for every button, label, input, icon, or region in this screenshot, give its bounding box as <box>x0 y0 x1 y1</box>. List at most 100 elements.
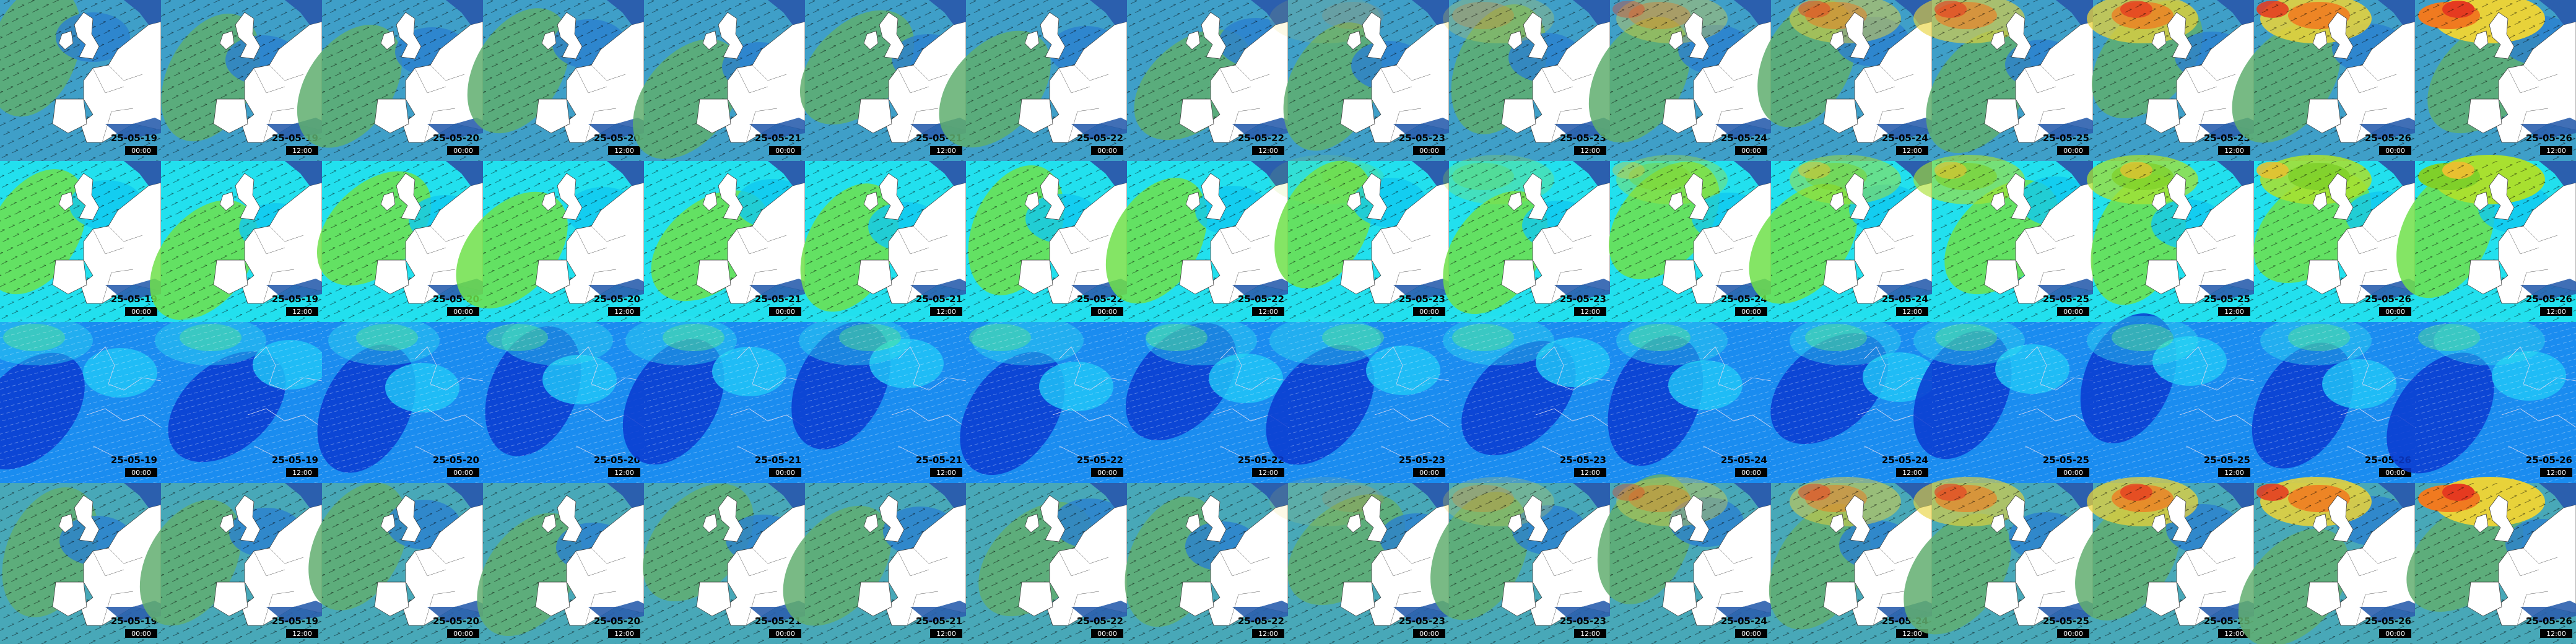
time-label: 12:00 <box>1258 469 1278 477</box>
date-label: 25-05-23 <box>1399 616 1445 627</box>
date-label: 25-05-21 <box>916 294 962 305</box>
time-label-box <box>1252 468 1284 477</box>
ireland <box>2473 191 2489 211</box>
time-label: 00:00 <box>1097 308 1117 316</box>
ireland <box>863 191 879 211</box>
time-label: 00:00 <box>2385 308 2405 316</box>
map-tile: 25-05-20 00:00 <box>308 482 484 644</box>
time-label-box <box>1574 307 1606 316</box>
iberia <box>1984 581 2019 617</box>
map-tile: 25-05-25 00:00 <box>1904 477 2094 644</box>
date-label: 25-05-24 <box>1882 133 1928 144</box>
wind-arrows <box>2415 322 2576 483</box>
coastline <box>247 346 323 459</box>
time-label-box <box>447 307 479 316</box>
map-tile: 25-05-23 12:00 <box>1430 477 1611 644</box>
iberia <box>2467 581 2502 617</box>
time-label-box <box>1091 307 1123 316</box>
time-label-box <box>2379 146 2411 155</box>
time-label: 12:00 <box>1902 147 1922 155</box>
date-label: 25-05-19 <box>111 133 157 144</box>
sea-mask <box>2539 161 2576 186</box>
borders <box>2346 225 2397 304</box>
time-label-box <box>769 468 801 477</box>
sea-mask <box>768 483 805 508</box>
time-label-box <box>2057 307 2089 316</box>
iberia <box>2306 581 2341 617</box>
ireland <box>1346 513 1362 533</box>
mediterranean <box>2198 279 2254 300</box>
mediterranean <box>1715 118 1771 139</box>
time-label: 12:00 <box>614 308 634 316</box>
mediterranean <box>2520 118 2576 139</box>
wind-arrows <box>2093 322 2254 483</box>
map-tile: 25-05-26 12:00 <box>2406 477 2576 644</box>
time-label: 12:00 <box>2546 469 2566 477</box>
uk <box>74 173 100 220</box>
ireland <box>1185 191 1201 211</box>
date-label: 25-05-22 <box>1077 133 1123 144</box>
uk <box>2489 12 2515 59</box>
time-label: 12:00 <box>2224 630 2244 638</box>
borders <box>414 225 465 304</box>
mediterranean <box>1876 118 1932 139</box>
time-label-box <box>286 468 318 477</box>
time-label-box <box>447 629 479 638</box>
uk <box>1684 495 1710 542</box>
time-label-box <box>2379 468 2411 477</box>
uk <box>1845 495 1871 542</box>
time-label-box <box>1574 629 1606 638</box>
ireland <box>58 191 74 211</box>
borders <box>2024 64 2075 143</box>
sea-mask <box>607 0 644 25</box>
wind-arrows <box>966 322 1127 483</box>
uk <box>2167 495 2193 542</box>
mediterranean <box>1715 601 1771 622</box>
time-label: 12:00 <box>614 630 634 638</box>
iberia <box>1340 581 1375 617</box>
time-label-box <box>2540 307 2572 316</box>
sea-mask <box>1251 161 1288 186</box>
sea-mask <box>285 0 322 25</box>
ireland <box>1024 30 1040 50</box>
iberia <box>2467 98 2502 134</box>
time-label: 12:00 <box>614 469 634 477</box>
mediterranean <box>1071 601 1127 622</box>
time-label: 00:00 <box>131 308 151 316</box>
time-label: 12:00 <box>1580 147 1600 155</box>
ireland <box>1990 30 2006 50</box>
map-tile: 25-05-24 12:00 <box>1749 155 1933 322</box>
sea-mask <box>124 483 161 508</box>
ireland <box>1185 30 1201 50</box>
date-label: 25-05-26 <box>2526 294 2572 305</box>
borders <box>1058 64 1109 143</box>
time-label: 12:00 <box>1580 469 1600 477</box>
map-tile: 25-05-21 12:00 <box>800 161 967 322</box>
sea-mask <box>929 0 966 25</box>
time-label-box <box>125 468 157 477</box>
ireland <box>702 513 718 533</box>
mediterranean <box>1393 601 1449 622</box>
time-label-box <box>1252 629 1284 638</box>
mediterranean <box>2520 279 2576 300</box>
ireland <box>2312 513 2328 533</box>
iberia <box>696 98 731 134</box>
date-label: 25-05-21 <box>755 294 801 305</box>
uk <box>2167 173 2193 220</box>
date-label: 25-05-20 <box>594 294 640 305</box>
date-label: 25-05-23 <box>1399 133 1445 144</box>
time-label: 12:00 <box>1258 630 1278 638</box>
ireland <box>1185 513 1201 533</box>
date-label: 25-05-20 <box>594 455 640 466</box>
sea-mask <box>285 483 322 508</box>
uk <box>1040 12 1066 59</box>
time-label-box <box>2057 629 2089 638</box>
wind-arrows <box>1288 322 1449 483</box>
date-label: 25-05-19 <box>111 616 157 627</box>
borders <box>92 64 143 143</box>
time-label-box <box>447 146 479 155</box>
ireland <box>1829 30 1845 50</box>
map-tile: 25-05-23 00:00 <box>1266 316 1450 483</box>
map-tile: 25-05-26 12:00 <box>2387 316 2576 483</box>
